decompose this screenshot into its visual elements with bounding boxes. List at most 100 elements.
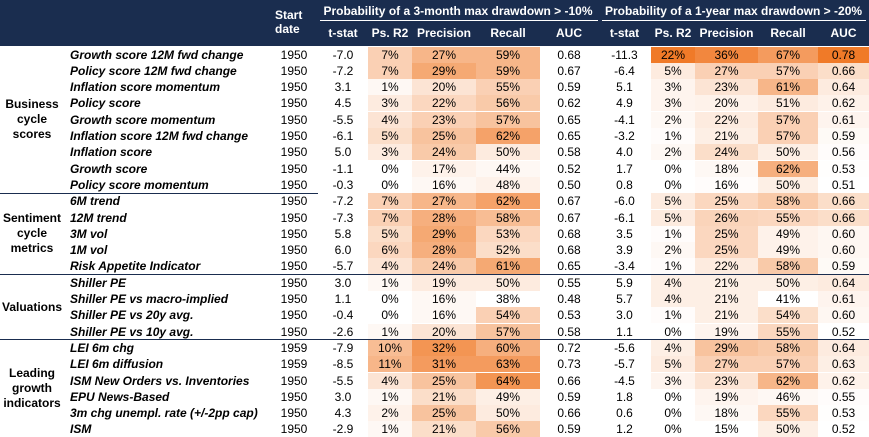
value-cell-ps-r2: 0%	[368, 307, 412, 324]
value-cell-auc: 0.65	[540, 258, 598, 275]
value-cell-t-stat: -7.2	[318, 193, 368, 210]
start-date: 1950	[280, 129, 308, 143]
value-cell-recall: 51%	[758, 95, 818, 112]
value-cell-recall: 50%	[758, 144, 818, 161]
value-cell-t-stat: 6.0	[318, 242, 368, 259]
value-cell-recall: 64%	[476, 372, 540, 389]
value-cell-auc: 0.62	[818, 95, 869, 112]
table-row: Growth score 1950 -1.1 0% 17% 44% 0.52 1.7 0% 18%…	[0, 160, 869, 177]
value-cell-recall: 48%	[476, 176, 540, 193]
value-cell-precision: 25%	[412, 372, 476, 389]
value-cell-ps-r2: 5%	[651, 209, 695, 226]
value-cell-ps-r2: 5%	[368, 225, 412, 242]
metric-name: Shiller PE vs 20y avg.	[70, 308, 194, 323]
value-cell-t-stat: -7.3	[318, 209, 368, 226]
value-cell-recall: 50%	[758, 176, 818, 193]
value-cell-t-stat: -2.6	[318, 323, 368, 340]
value-cell-precision: 16%	[412, 176, 476, 193]
value-cell-ps-r2: 3%	[651, 79, 695, 96]
value-cell-auc: 0.60	[818, 307, 869, 324]
value-cell-auc: 0.51	[818, 176, 869, 193]
value-cell-recall: 57%	[758, 111, 818, 128]
value-cell-auc: 0.64	[818, 79, 869, 96]
value-cell-ps-r2: 3%	[368, 95, 412, 112]
value-cell-t-stat: 0.6	[598, 405, 651, 422]
value-cell-recall: 52%	[476, 242, 540, 259]
table-row: EPU News-Based 1950 3.0 1% 21% 49% 0.59 1.8 0% 19…	[0, 388, 869, 405]
value-cell-t-stat: -0.4	[318, 307, 368, 324]
value-cell-recall: 62%	[476, 193, 540, 210]
value-cell-auc: 0.72	[540, 339, 598, 356]
group-header-1y: Probability of a 1-year max drawdown > -…	[604, 4, 863, 18]
value-cell-precision: 22%	[695, 258, 758, 275]
value-cell-precision: 29%	[412, 225, 476, 242]
value-cell-t-stat: -3.2	[598, 128, 651, 144]
group-label: Leading growth indicators	[0, 366, 64, 411]
value-cell-ps-r2: 2%	[651, 111, 695, 128]
column-header-ps-r2: Ps. R2	[371, 26, 409, 40]
value-cell-precision: 16%	[412, 307, 476, 324]
value-cell-ps-r2: 5%	[651, 356, 695, 373]
value-cell-auc: 0.62	[818, 372, 869, 389]
start-date-header-line2: date	[275, 22, 300, 36]
metric-name: LEI 6m diffusion	[70, 357, 164, 372]
table-row: 3M vol 1950 5.8 5% 29% 53% 0.68 3.5 1% 25% 49% 0.60	[0, 225, 869, 242]
group-label: Sentiment cycle metrics	[0, 211, 64, 256]
value-cell-recall: 55%	[758, 209, 818, 226]
start-date: 1950	[280, 112, 308, 127]
value-cell-recall: 58%	[758, 339, 818, 356]
value-cell-precision: 21%	[695, 274, 758, 291]
value-cell-ps-r2: 22%	[651, 46, 695, 63]
value-cell-precision: 22%	[412, 95, 476, 112]
value-cell-auc: 0.59	[540, 421, 598, 437]
start-date: 1959	[280, 357, 308, 372]
value-cell-t-stat: 0.8	[598, 176, 651, 193]
value-cell-recall: 50%	[476, 144, 540, 161]
metric-name: Shiller PE	[70, 275, 127, 290]
value-cell-auc: 0.55	[540, 274, 598, 291]
value-cell-t-stat: 5.9	[598, 274, 651, 291]
value-cell-t-stat: 1.7	[598, 160, 651, 177]
value-cell-t-stat: 1.1	[318, 291, 368, 307]
group-label-line: cycle	[16, 112, 48, 127]
value-cell-precision: 24%	[412, 144, 476, 161]
value-cell-t-stat: 5.7	[598, 291, 651, 307]
value-cell-ps-r2: 1%	[368, 388, 412, 405]
value-cell-auc: 0.66	[818, 209, 869, 226]
value-cell-precision: 25%	[695, 193, 758, 210]
value-cell-precision: 25%	[412, 128, 476, 144]
value-cell-auc: 0.59	[540, 388, 598, 405]
table-row: Growth score momentum 1950 -5.5 4% 23% 57% 0.6…	[0, 111, 869, 128]
value-cell-precision: 25%	[695, 225, 758, 242]
table-row: Growth score 12M fwd change 1950 -7.0 7% 27%…	[0, 46, 869, 63]
value-cell-ps-r2: 0%	[368, 160, 412, 177]
value-cell-auc: 0.66	[540, 372, 598, 389]
value-cell-ps-r2: 0%	[651, 176, 695, 193]
group-label-line: Sentiment	[2, 211, 61, 226]
value-cell-ps-r2: 7%	[368, 46, 412, 63]
value-cell-auc: 0.61	[818, 291, 869, 307]
value-cell-recall: 38%	[476, 291, 540, 307]
value-cell-ps-r2: 6%	[368, 242, 412, 259]
value-cell-recall: 53%	[476, 225, 540, 242]
value-cell-t-stat: -7.0	[318, 46, 368, 63]
table-row: LEI 6m diffusion 1959 -8.5 11% 31% 63% 0.73 -5.…	[0, 356, 869, 373]
start-date: 1950	[280, 210, 308, 225]
value-cell-t-stat: -7.2	[318, 62, 368, 79]
value-cell-auc: 0.67	[540, 62, 598, 79]
value-cell-t-stat: 5.0	[318, 144, 368, 161]
value-cell-t-stat: -0.3	[318, 176, 368, 193]
value-cell-precision: 21%	[695, 291, 758, 307]
value-cell-precision: 28%	[412, 242, 476, 259]
metric-name: Growth score	[70, 161, 148, 176]
value-cell-ps-r2: 1%	[651, 258, 695, 275]
value-cell-precision: 25%	[412, 405, 476, 422]
value-cell-ps-r2: 1%	[368, 274, 412, 291]
value-cell-recall: 50%	[476, 405, 540, 422]
value-cell-t-stat: 5.1	[598, 79, 651, 96]
value-cell-precision: 21%	[695, 128, 758, 144]
metric-name: 1M vol	[70, 243, 108, 258]
start-date: 1950	[280, 275, 308, 290]
value-cell-ps-r2: 4%	[651, 339, 695, 356]
value-cell-ps-r2: 1%	[368, 79, 412, 96]
